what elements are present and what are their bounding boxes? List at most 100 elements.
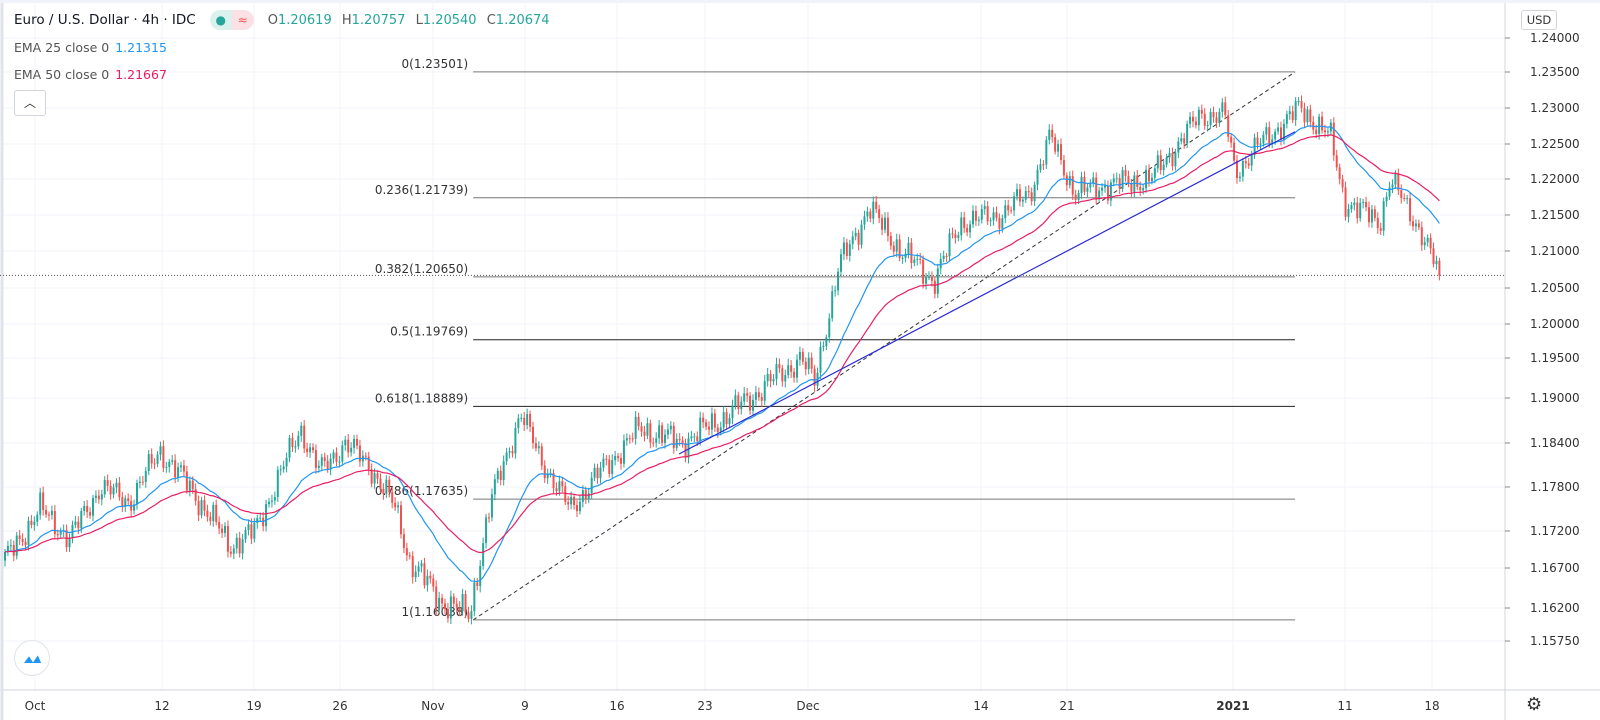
candle <box>1368 207 1370 223</box>
candle <box>1083 176 1086 192</box>
candle <box>766 374 769 382</box>
candle <box>382 489 385 494</box>
candle <box>45 510 48 515</box>
candle <box>869 211 872 219</box>
candle <box>611 460 614 474</box>
candle <box>722 412 725 428</box>
candle <box>97 495 100 500</box>
candle <box>942 255 945 259</box>
candle <box>27 520 30 545</box>
candle <box>1359 202 1362 219</box>
candle <box>124 498 127 507</box>
candle <box>458 607 461 612</box>
candle <box>599 467 602 479</box>
candle <box>573 496 576 506</box>
candle <box>253 522 256 539</box>
logo-icon <box>22 652 43 664</box>
candle <box>593 467 596 478</box>
candle <box>933 280 936 294</box>
candle <box>33 521 36 525</box>
candle <box>763 381 766 401</box>
candle <box>743 393 746 402</box>
candle <box>36 514 39 522</box>
candle <box>1024 191 1027 200</box>
candle <box>141 481 144 483</box>
settings-gear-icon[interactable]: ⚙ <box>1526 694 1543 715</box>
top-border <box>0 0 1600 3</box>
y-tick-label: 1.20000 <box>1530 317 1580 331</box>
candle <box>303 425 306 449</box>
candle <box>1010 210 1013 212</box>
candle <box>895 239 898 252</box>
ema50-label: EMA 50 close 0 <box>14 67 110 82</box>
candle <box>162 446 165 468</box>
candle <box>1127 176 1130 184</box>
candle <box>617 456 620 458</box>
candle <box>144 470 147 482</box>
candle <box>681 440 684 444</box>
x-tick-label: 18 <box>1424 699 1439 713</box>
candle <box>1130 183 1133 192</box>
y-tick-label: 1.24000 <box>1530 31 1580 45</box>
candle <box>1391 184 1394 188</box>
ema50-legend[interactable]: EMA 50 close 0 1.21667 <box>14 67 167 82</box>
candle <box>180 465 182 468</box>
candle <box>1206 125 1209 127</box>
ema50-value: 1.21667 <box>115 67 167 82</box>
symbol-title[interactable]: Euro / U.S. Dollar · 4h · IDC <box>14 12 196 28</box>
candle <box>966 227 969 233</box>
candle <box>1018 189 1021 202</box>
candle <box>951 233 954 235</box>
candle <box>1039 164 1042 170</box>
candle <box>1074 194 1077 200</box>
candle <box>1016 189 1018 197</box>
candle <box>939 258 942 269</box>
candle <box>555 488 558 492</box>
fib-level-label: 0.786(1.17635) <box>375 484 468 498</box>
candle <box>977 219 980 221</box>
candle <box>493 479 496 495</box>
x-tick-label: 14 <box>973 699 988 713</box>
candle <box>215 504 218 523</box>
candle <box>532 426 534 444</box>
candle <box>1362 201 1365 203</box>
candle <box>702 417 705 423</box>
candle <box>68 537 71 548</box>
ema25-legend[interactable]: EMA 25 close 0 1.21315 <box>14 40 167 55</box>
y-tick-label: 1.21500 <box>1530 208 1580 222</box>
ema25-line <box>4 125 1440 583</box>
collapse-legend-button[interactable]: ︿ <box>14 90 46 116</box>
candle <box>273 496 276 501</box>
candle <box>177 467 180 478</box>
tradingview-logo[interactable] <box>14 640 50 676</box>
x-tick-label: 19 <box>246 699 261 713</box>
candle <box>294 446 297 448</box>
candle <box>80 511 83 529</box>
candle <box>584 490 587 499</box>
candle <box>464 594 467 613</box>
candle <box>400 505 402 535</box>
candle <box>1086 187 1089 192</box>
candle <box>385 479 388 494</box>
candle <box>364 455 367 457</box>
candle <box>1365 201 1368 208</box>
candle <box>1250 154 1253 166</box>
y-tick-label: 1.17200 <box>1530 524 1580 538</box>
y-tick-label: 1.18400 <box>1530 436 1580 450</box>
candle <box>200 500 203 516</box>
candle <box>1288 111 1291 115</box>
candle <box>221 528 224 533</box>
candle <box>4 551 6 561</box>
candle <box>840 254 842 272</box>
currency-button[interactable]: USD <box>1521 10 1557 30</box>
candle <box>757 392 760 398</box>
candle <box>734 395 737 406</box>
candle <box>50 510 53 516</box>
candle <box>1400 190 1403 199</box>
candle <box>1218 111 1221 123</box>
market-status-pill[interactable]: ● ≈ <box>209 10 254 30</box>
candle <box>77 521 80 529</box>
candle <box>323 457 326 461</box>
candle <box>620 457 622 464</box>
